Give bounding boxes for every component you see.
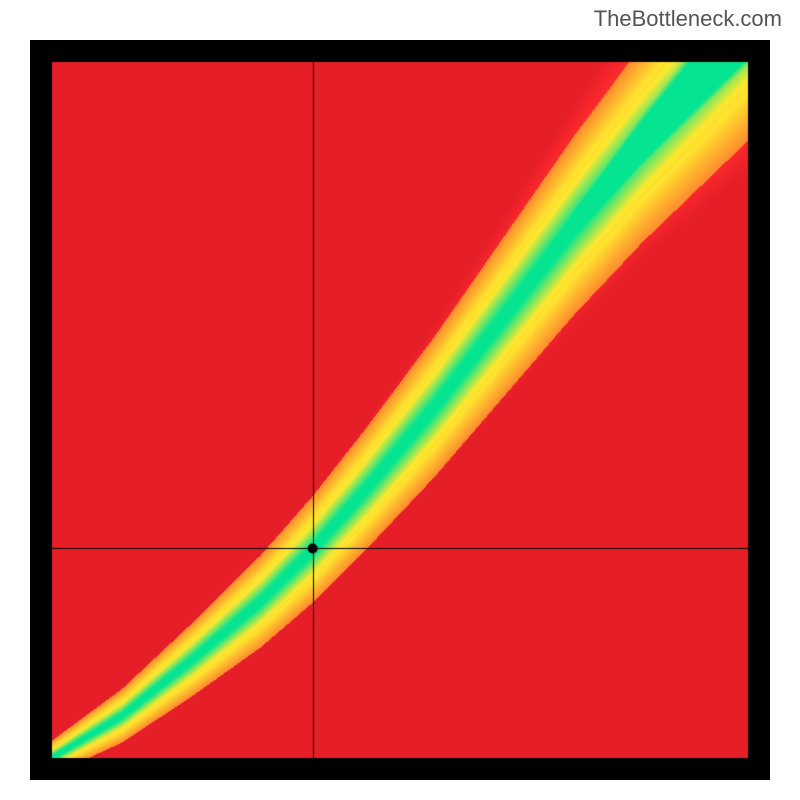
heatmap-plot-frame: [30, 40, 770, 780]
bottleneck-heatmap: [30, 40, 770, 780]
watermark-text: TheBottleneck.com: [594, 6, 782, 32]
chart-container: TheBottleneck.com: [0, 0, 800, 800]
